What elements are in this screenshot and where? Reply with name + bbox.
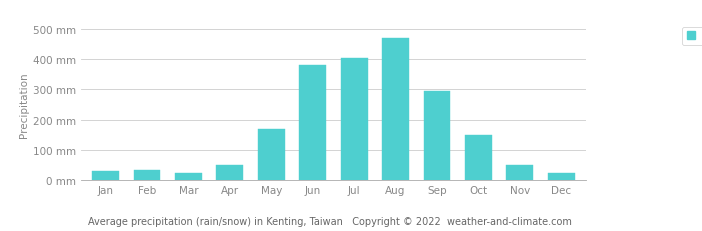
Bar (216, 165, 244, 180)
Bar (92, 171, 119, 180)
Bar (382, 39, 409, 180)
Bar (133, 170, 161, 180)
Bar (506, 165, 534, 180)
Bar (340, 58, 368, 180)
Text: Average precipitation (rain/snow) in Kenting, Taiwan   Copyright © 2022  weather: Average precipitation (rain/snow) in Ken… (88, 216, 572, 226)
Y-axis label: Precipitation: Precipitation (18, 73, 29, 138)
Bar (258, 129, 285, 180)
Bar (175, 173, 202, 180)
Bar (548, 173, 575, 180)
Bar (465, 136, 492, 180)
Bar (299, 66, 326, 180)
Bar (423, 91, 451, 180)
Legend: Precipitation: Precipitation (682, 28, 702, 46)
